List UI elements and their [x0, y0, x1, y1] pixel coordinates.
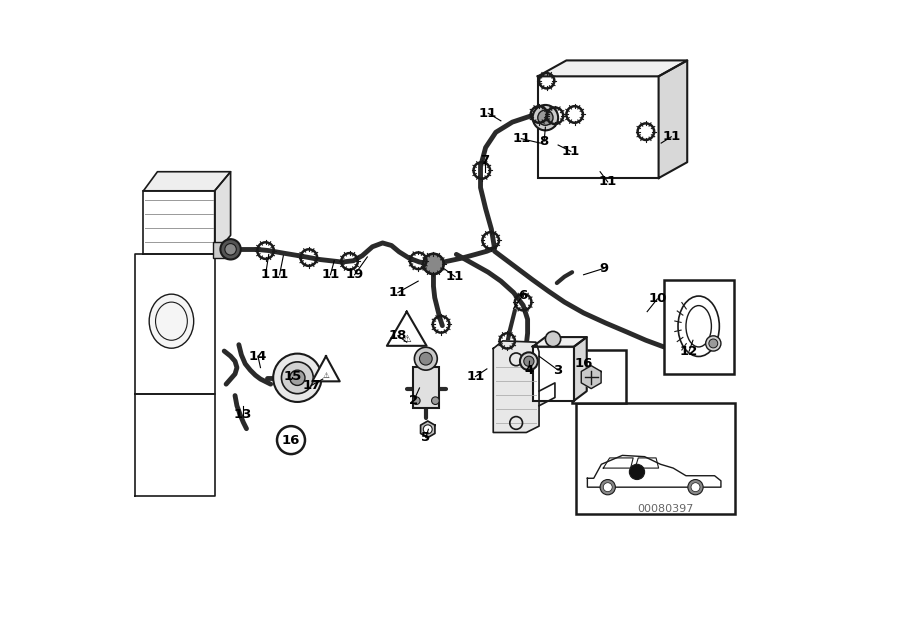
Bar: [576, 403, 735, 514]
Ellipse shape: [149, 294, 194, 349]
Text: ⚠: ⚠: [322, 371, 329, 380]
Polygon shape: [574, 337, 587, 401]
Circle shape: [542, 107, 557, 122]
Circle shape: [414, 347, 437, 370]
Text: 5: 5: [421, 431, 430, 444]
Circle shape: [520, 352, 538, 370]
Text: 6: 6: [518, 289, 527, 302]
Text: 11: 11: [321, 268, 339, 281]
Polygon shape: [420, 421, 435, 438]
Polygon shape: [493, 341, 539, 432]
Text: 00080397: 00080397: [637, 504, 693, 514]
Bar: [533, 347, 574, 401]
Text: 16: 16: [282, 434, 301, 446]
Polygon shape: [135, 254, 215, 394]
Text: 2: 2: [410, 394, 418, 407]
Text: 11: 11: [270, 268, 289, 281]
Circle shape: [419, 352, 432, 365]
Bar: [213, 242, 228, 258]
Text: 12: 12: [680, 345, 698, 357]
Polygon shape: [539, 383, 555, 406]
Text: 7: 7: [481, 154, 490, 167]
Text: 11: 11: [479, 107, 498, 120]
Polygon shape: [135, 394, 215, 496]
Polygon shape: [143, 191, 215, 254]
Text: 11: 11: [598, 176, 616, 188]
Text: 1: 1: [261, 268, 270, 281]
Circle shape: [290, 370, 305, 385]
Bar: [413, 367, 438, 408]
Text: 9: 9: [599, 262, 608, 275]
Polygon shape: [143, 172, 230, 191]
Circle shape: [545, 331, 561, 347]
Circle shape: [220, 239, 241, 259]
Circle shape: [603, 483, 612, 492]
Text: 11: 11: [562, 145, 580, 158]
Polygon shape: [533, 337, 587, 347]
Circle shape: [629, 464, 644, 480]
Circle shape: [600, 480, 616, 495]
Circle shape: [691, 483, 700, 492]
Circle shape: [423, 425, 432, 434]
Circle shape: [423, 254, 444, 274]
Text: 4: 4: [524, 364, 534, 377]
Text: 11: 11: [466, 370, 484, 383]
Text: ⚠: ⚠: [402, 334, 411, 344]
Polygon shape: [581, 366, 601, 389]
Bar: [572, 350, 626, 403]
Text: 18: 18: [389, 329, 407, 342]
Text: 11: 11: [512, 132, 530, 145]
Circle shape: [412, 397, 420, 404]
Circle shape: [274, 354, 321, 402]
Text: 10: 10: [648, 293, 667, 305]
Text: 15: 15: [284, 370, 302, 383]
Circle shape: [706, 336, 721, 351]
Circle shape: [533, 105, 558, 130]
Text: 13: 13: [233, 408, 252, 421]
Text: 16: 16: [574, 357, 593, 370]
Text: 3: 3: [554, 364, 562, 377]
Polygon shape: [538, 60, 688, 76]
Text: 14: 14: [248, 350, 267, 363]
Text: 11: 11: [389, 286, 407, 299]
Circle shape: [432, 397, 439, 404]
Polygon shape: [387, 312, 427, 346]
Text: 17: 17: [302, 379, 320, 392]
Polygon shape: [312, 356, 339, 382]
Bar: [663, 280, 733, 374]
Text: 11: 11: [446, 270, 464, 283]
Polygon shape: [659, 60, 688, 178]
Circle shape: [524, 356, 534, 366]
Polygon shape: [588, 455, 721, 487]
Text: 8: 8: [539, 135, 549, 148]
Circle shape: [538, 110, 553, 125]
Polygon shape: [215, 172, 230, 254]
Bar: [538, 76, 659, 178]
Circle shape: [688, 480, 703, 495]
Circle shape: [709, 339, 718, 348]
Circle shape: [282, 362, 313, 394]
Text: 19: 19: [346, 268, 364, 281]
Circle shape: [225, 244, 237, 255]
Text: 11: 11: [662, 130, 680, 143]
